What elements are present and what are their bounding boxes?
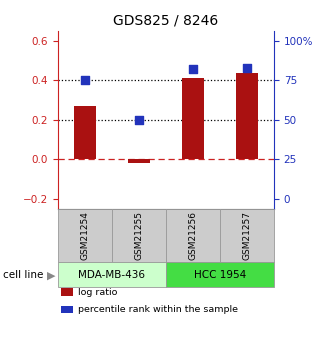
Text: GSM21257: GSM21257 (242, 211, 251, 260)
Point (244, 65, 249, 70)
Text: percentile rank within the sample: percentile rank within the sample (78, 305, 238, 314)
Point (190, 67, 195, 72)
Text: GSM21256: GSM21256 (188, 211, 197, 260)
Text: ▶: ▶ (47, 271, 55, 281)
Bar (128, 159, 149, 163)
Point (136, 117, 142, 122)
Title: GDS825 / 8246: GDS825 / 8246 (113, 13, 218, 27)
Bar (236, 72, 258, 159)
Text: GSM21254: GSM21254 (80, 211, 89, 260)
Text: GSM21255: GSM21255 (134, 211, 143, 260)
Text: MDA-MB-436: MDA-MB-436 (78, 270, 145, 279)
Bar (182, 78, 204, 159)
Point (82, 78, 87, 83)
Bar (74, 106, 96, 159)
Text: HCC 1954: HCC 1954 (194, 270, 246, 279)
Text: log ratio: log ratio (78, 288, 117, 297)
Text: cell line: cell line (3, 270, 44, 279)
